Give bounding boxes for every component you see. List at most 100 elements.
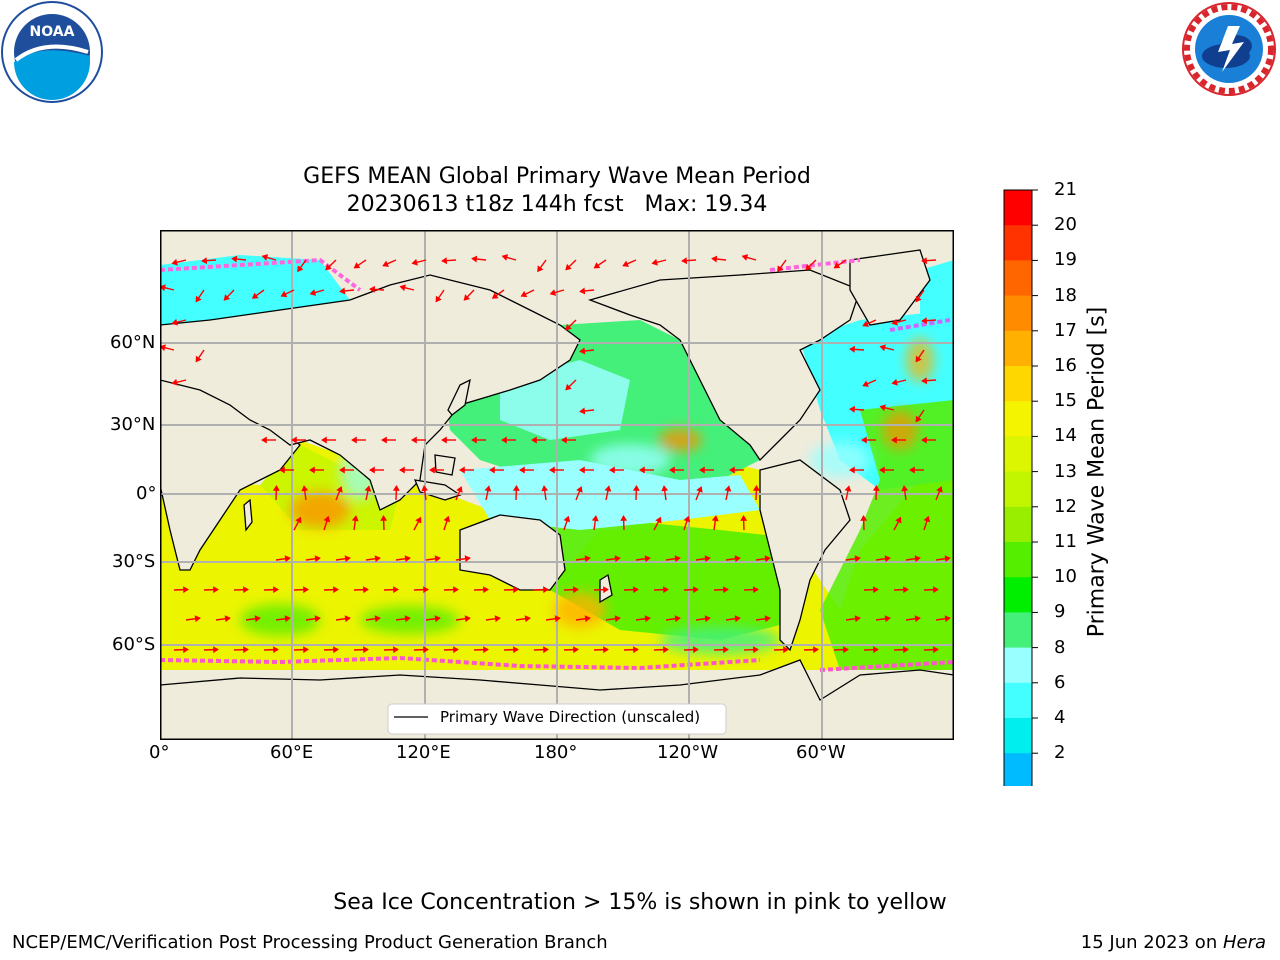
wave-arrow-head [633, 646, 639, 654]
wave-arrow-head [891, 318, 898, 326]
lat-label-60s: 60°S [112, 634, 156, 655]
wave-arrow-head [363, 646, 369, 654]
colorbar-tick-label: 19 [1054, 249, 1077, 271]
wave-arrow-head [704, 555, 711, 563]
wave-arrow-head [491, 292, 499, 299]
wave-arrow-head [723, 646, 729, 654]
japan [447, 378, 471, 416]
wave-arrow-head [584, 615, 591, 623]
wave-arrow-head [524, 615, 531, 623]
period-blobs [240, 338, 934, 654]
wave-arrow-head [752, 485, 760, 491]
wave-arrow-head [933, 586, 939, 594]
wave-arrow-head [573, 586, 579, 594]
wave-arrow-head [443, 515, 451, 523]
wave-arrow-head [429, 466, 435, 474]
wave-arrow-head [549, 466, 555, 474]
wave-arrow-head [314, 615, 321, 623]
colorbar-segment [1004, 225, 1032, 261]
wave-arrow-head [593, 262, 601, 269]
wave-arrow-head [251, 292, 259, 299]
wave-arrow-head [404, 555, 411, 563]
wave-arrow-head [353, 262, 361, 269]
wave-arrow-head [603, 646, 609, 654]
wave-arrow-head [201, 257, 208, 265]
wave-arrow-head [723, 586, 729, 594]
wave-arrow-head [336, 486, 343, 493]
wave-arrow-head [321, 436, 327, 444]
wave-arrow-head [862, 380, 869, 387]
wave-arrow-head [633, 586, 639, 594]
wave-arrow-head [501, 436, 507, 444]
wave-arrow-head [674, 555, 681, 563]
wave-arrow-head [273, 586, 279, 594]
wave-period-map: Primary Wave Direction (unscaled) [160, 230, 954, 740]
wave-arrow-head [921, 317, 928, 325]
wave-arrow-head [783, 646, 789, 654]
colorbar-tick-label: 4 [1054, 707, 1066, 728]
wave-arrow-head [614, 555, 621, 563]
lat-label-30n: 30°N [110, 414, 156, 435]
wave-arrow-head [753, 646, 759, 654]
wave-arrow-head [520, 290, 528, 298]
wave-arrow-head [565, 383, 572, 391]
wave-arrow-head [849, 405, 856, 413]
wave-arrow-head [254, 615, 261, 623]
colorbar-tick-label: 10 [1054, 566, 1077, 588]
colorbar-segment [1004, 506, 1032, 543]
map-legend: Primary Wave Direction (unscaled) [387, 703, 727, 735]
south-pacific-field [540, 520, 810, 640]
noaa-logo: NOAA [0, 0, 104, 104]
wave-arrow-head [923, 515, 931, 523]
wave-arrow-head [854, 615, 861, 623]
wave-arrow-head [884, 555, 891, 563]
wave-arrow-head [423, 646, 429, 654]
wave-arrow-head [921, 257, 928, 265]
wave-arrow-head [243, 646, 249, 654]
legend-label: Primary Wave Direction (unscaled) [440, 708, 700, 726]
wave-arrow-head [579, 347, 586, 355]
wave-arrow-head [724, 485, 732, 492]
colorbar-tick-label: 13 [1054, 460, 1077, 482]
wave-arrow-head [693, 646, 699, 654]
wave-arrow-head [734, 555, 741, 563]
wave-arrow-head [415, 516, 422, 524]
wave-arrow-head [243, 586, 249, 594]
wave-arrow-head [483, 586, 489, 594]
wave-arrow-head [914, 615, 921, 623]
wave-arrow-head [891, 378, 898, 386]
colorbar-segment [1004, 753, 1032, 789]
wave-arrow-head [453, 646, 459, 654]
generation-date-text: 15 Jun 2023 on [1080, 932, 1223, 953]
wave-arrow-head [309, 466, 315, 474]
wave-arrow-head [576, 486, 583, 493]
lon-label-180: 180° [534, 742, 578, 763]
wave-arrow-head [879, 344, 886, 352]
wave-arrow-head [833, 262, 841, 269]
wave-arrow-head [195, 355, 202, 363]
wave-arrow-head [777, 265, 784, 273]
wave-arrow-head [944, 615, 951, 623]
wave-arrow-head [301, 485, 309, 492]
wave-arrow-head [661, 485, 669, 492]
wave-arrow-head [860, 515, 868, 521]
wave-arrow-head [501, 254, 509, 261]
wave-arrow-head [644, 615, 651, 623]
map-svg: Primary Wave Direction (unscaled) [160, 230, 954, 740]
wave-arrow-head [921, 436, 927, 444]
colorbar-segment [1004, 190, 1032, 226]
greenland [849, 249, 931, 326]
wave-arrow-head [854, 555, 861, 563]
wave-arrow-head [374, 555, 381, 563]
wave-direction-arrows [160, 254, 951, 654]
wave-arrow-head [873, 586, 879, 594]
wave-arrow-head [651, 258, 658, 266]
wave-arrow-head [171, 258, 178, 266]
wave-arrow-head [399, 466, 405, 474]
wave-arrow-head [284, 555, 291, 563]
colorbar-segment [1004, 260, 1032, 297]
wave-arrow-head [729, 466, 735, 474]
colorbar-tick-label: 16 [1054, 355, 1077, 376]
wave-arrow-head [603, 586, 609, 594]
colorbar-segment [1004, 682, 1032, 719]
